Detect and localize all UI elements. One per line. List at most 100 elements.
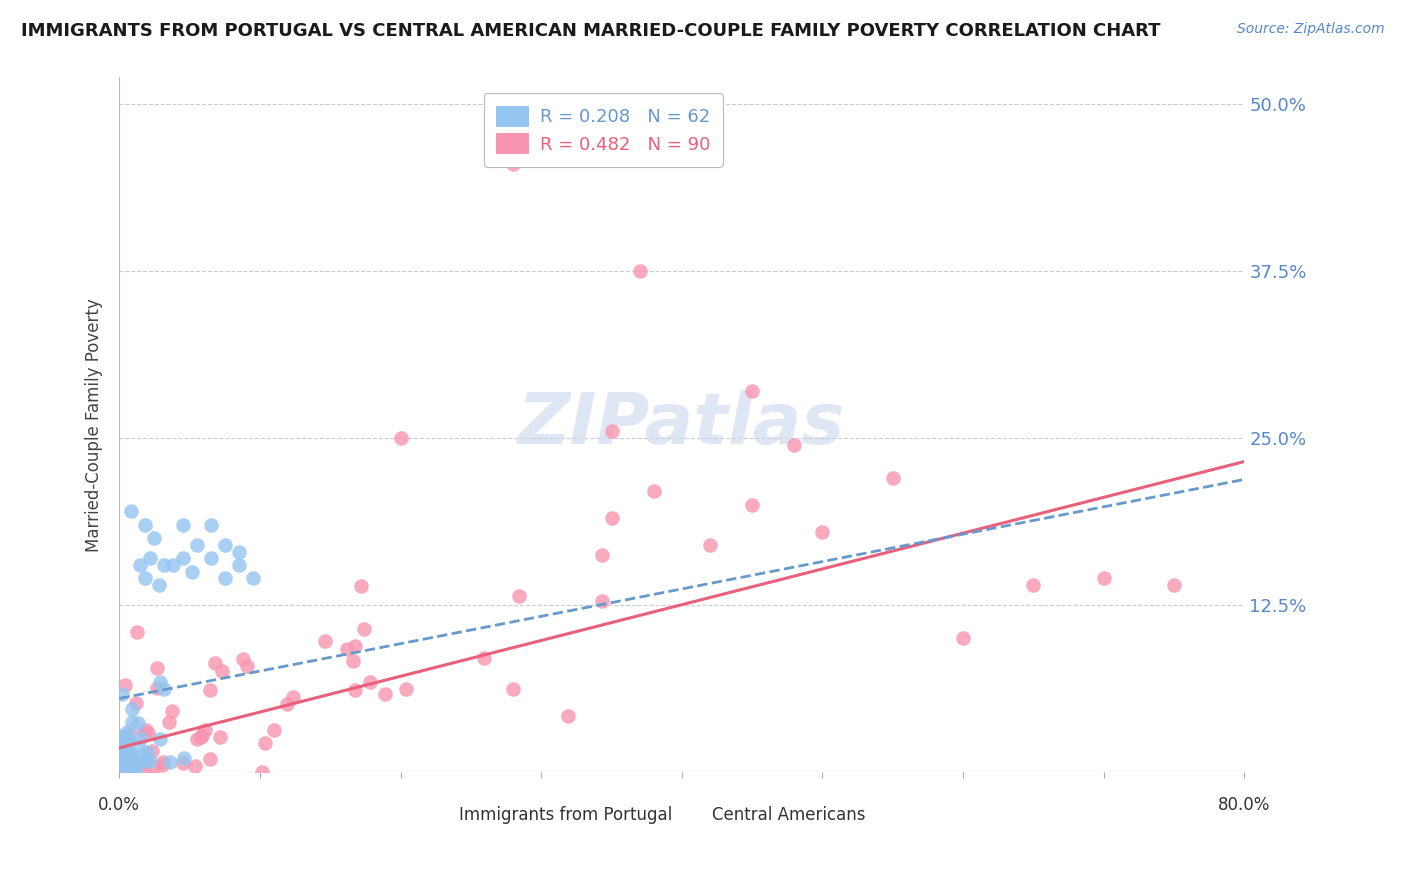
- Point: [146, 681, 169, 695]
- Point: [115, 739, 138, 753]
- Point: [342, 654, 364, 668]
- Text: 0.0%: 0.0%: [98, 796, 141, 814]
- Point: [134, 517, 156, 532]
- Point: [502, 681, 524, 696]
- Point: [111, 687, 134, 701]
- Point: [115, 764, 138, 779]
- Point: [132, 755, 155, 769]
- Point: [139, 551, 162, 566]
- Point: [228, 558, 250, 572]
- Point: [159, 755, 181, 769]
- Point: [374, 687, 396, 701]
- Point: [350, 579, 373, 593]
- Point: [186, 538, 208, 552]
- Point: [124, 754, 146, 768]
- Point: [172, 756, 194, 770]
- Point: [157, 715, 180, 730]
- Text: Source: ZipAtlas.com: Source: ZipAtlas.com: [1237, 22, 1385, 37]
- Point: [110, 764, 132, 779]
- Point: [149, 731, 172, 746]
- Point: [150, 757, 173, 772]
- Point: [242, 571, 264, 585]
- Point: [110, 755, 132, 769]
- Point: [162, 558, 184, 572]
- Point: [136, 726, 159, 740]
- Point: [134, 763, 156, 777]
- Point: [110, 734, 132, 748]
- Point: [1022, 578, 1045, 592]
- Point: [134, 756, 156, 770]
- Point: [120, 759, 142, 773]
- Point: [112, 740, 135, 755]
- Legend: R = 0.208   N = 62, R = 0.482   N = 90: R = 0.208 N = 62, R = 0.482 N = 90: [484, 94, 723, 167]
- Point: [336, 642, 359, 657]
- Point: [153, 558, 176, 572]
- Point: [115, 761, 138, 775]
- Point: [110, 737, 132, 751]
- Point: [314, 634, 336, 648]
- Point: [190, 731, 212, 745]
- Point: [344, 639, 367, 653]
- Point: [143, 759, 166, 773]
- Point: [194, 723, 217, 738]
- Point: [114, 762, 136, 776]
- Point: [121, 701, 143, 715]
- Point: [183, 759, 205, 773]
- Point: [146, 661, 169, 675]
- Point: [214, 538, 236, 552]
- Bar: [429, 806, 454, 824]
- Point: [236, 659, 259, 673]
- Point: [118, 733, 141, 747]
- Point: [149, 675, 172, 690]
- Point: [209, 731, 232, 745]
- Point: [110, 734, 132, 748]
- Point: [122, 760, 145, 774]
- Point: [811, 524, 834, 539]
- Point: [389, 431, 412, 445]
- Point: [600, 511, 623, 525]
- Point: [115, 725, 138, 739]
- Point: [172, 551, 194, 566]
- Point: [143, 531, 166, 545]
- Point: [114, 678, 136, 692]
- Point: [125, 696, 148, 710]
- Point: [643, 484, 665, 499]
- Point: [699, 538, 721, 552]
- Point: [591, 594, 613, 608]
- Point: [353, 622, 375, 636]
- Point: [114, 756, 136, 770]
- Point: [120, 763, 142, 777]
- Point: [112, 745, 135, 759]
- Point: [110, 738, 132, 752]
- Point: [135, 745, 157, 759]
- Point: [134, 753, 156, 767]
- Point: [1163, 578, 1185, 592]
- Point: [110, 736, 132, 750]
- Point: [557, 708, 579, 723]
- Point: [110, 761, 132, 775]
- Point: [110, 742, 132, 756]
- Point: [120, 504, 142, 518]
- Point: [129, 558, 152, 572]
- Point: [118, 727, 141, 741]
- Point: [591, 549, 613, 563]
- Point: [741, 498, 763, 512]
- Point: [118, 748, 141, 763]
- Point: [120, 756, 142, 770]
- Point: [120, 748, 142, 763]
- Point: [200, 517, 222, 532]
- Point: [160, 704, 183, 718]
- Point: [181, 565, 204, 579]
- Point: [148, 578, 170, 592]
- Point: [191, 728, 214, 742]
- Point: [118, 761, 141, 775]
- Point: [110, 729, 132, 743]
- Point: [263, 723, 285, 737]
- Point: [135, 723, 157, 738]
- Point: [120, 747, 142, 761]
- Point: [153, 681, 176, 696]
- Text: ZIPatlas: ZIPatlas: [519, 390, 845, 459]
- Point: [882, 471, 904, 485]
- Y-axis label: Married-Couple Family Poverty: Married-Couple Family Poverty: [86, 298, 103, 551]
- Point: [132, 725, 155, 739]
